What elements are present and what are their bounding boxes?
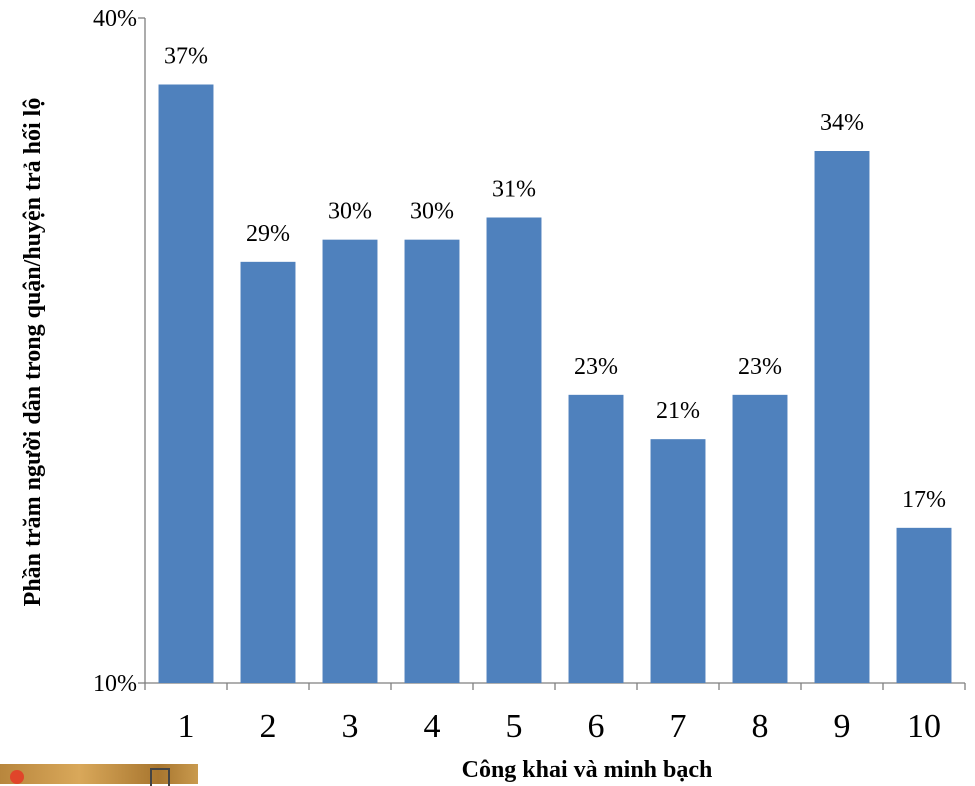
corner-thumbnail-image [0,764,198,786]
thumbnail-decoration [10,770,24,784]
bar-10 [896,527,952,683]
y-axis-title: Phần trăm người dân trong quận/huyện trả… [20,98,46,607]
x-tick-label-9: 9 [834,708,851,745]
data-label-2: 29% [246,221,290,247]
bar-8 [732,394,788,683]
data-label-10: 17% [902,487,946,513]
x-tick-label-6: 6 [588,708,605,745]
bar-6 [568,394,624,683]
x-tick-label-8: 8 [752,708,769,745]
data-label-3: 30% [328,199,372,225]
thumbnail-decoration [150,768,170,786]
y-tick-label: 10% [93,671,137,697]
bar-5 [486,217,542,683]
bar-2 [240,261,296,683]
x-axis-title: Công khai và minh bạch [462,757,713,783]
x-tick-label-10: 10 [907,708,941,745]
y-axis: 10% 40% [93,6,146,697]
bar-4 [404,239,460,683]
x-tick-label-4: 4 [424,708,441,745]
y-tick-label: 40% [93,6,137,32]
x-tick-label-3: 3 [342,708,359,745]
x-axis: 1 2 3 4 5 6 7 8 9 10 [144,682,966,745]
bar-9 [814,151,870,683]
data-label-6: 23% [574,354,618,380]
x-tick-label-5: 5 [506,708,523,745]
data-label-1: 37% [164,44,208,70]
data-label-8: 23% [738,354,782,380]
data-label-9: 34% [820,110,864,136]
bar-7 [650,439,706,683]
x-tick-label-7: 7 [670,708,687,745]
x-tick-label-2: 2 [260,708,277,745]
x-tick-label-1: 1 [178,708,195,745]
bar-3 [322,239,378,683]
data-label-7: 21% [656,398,700,424]
bar-1 [158,84,214,683]
data-label-5: 31% [492,177,536,203]
bars [158,84,952,683]
data-labels: 37% 29% 30% 30% 31% 23% 21% 23% 34% 17% [164,44,946,513]
data-label-4: 30% [410,199,454,225]
